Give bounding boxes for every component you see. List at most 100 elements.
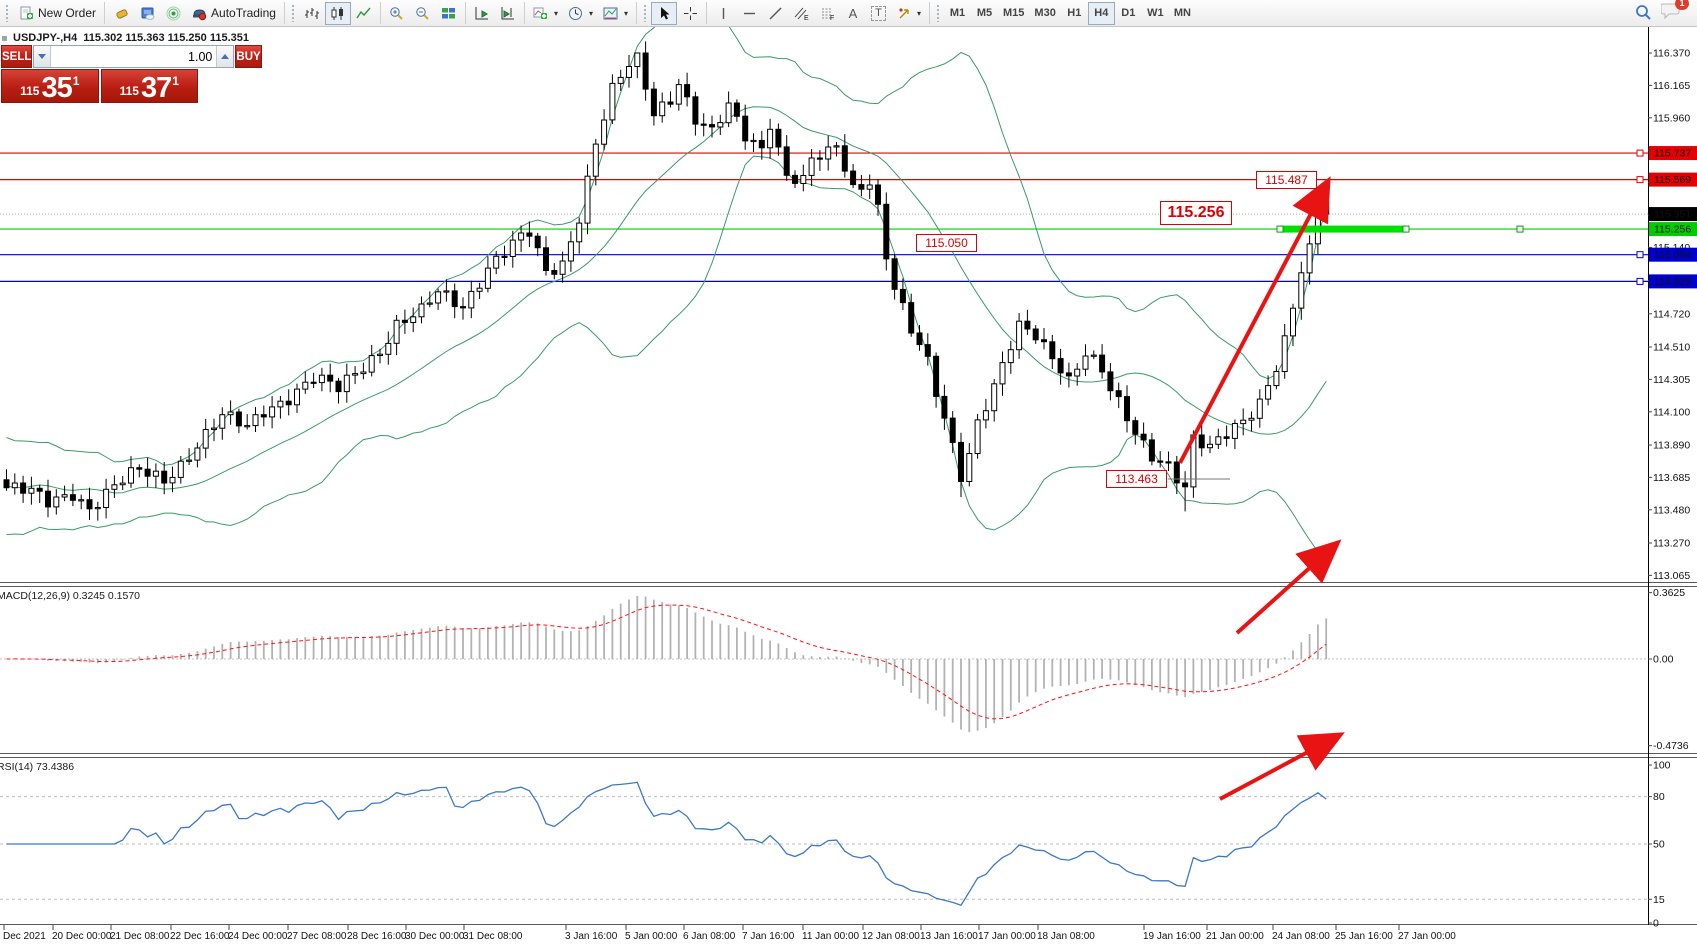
rsi-axis-label: 100	[1653, 760, 1671, 772]
crosshair-button[interactable]	[677, 2, 703, 25]
chart-icon	[2, 35, 7, 41]
svg-text:113.270: 113.270	[1653, 537, 1690, 549]
notifications-button[interactable]: 1	[1660, 0, 1689, 25]
svg-text:F: F	[830, 15, 834, 21]
support-zone-highlight[interactable]	[1280, 225, 1406, 233]
svg-text:114.510: 114.510	[1653, 341, 1690, 353]
eraser-button[interactable]	[108, 2, 134, 25]
rsi-label: RSI(14) 73.4386	[0, 761, 75, 773]
sell-button[interactable]: SELL	[1, 45, 33, 68]
buy-button[interactable]: BUY	[235, 45, 262, 68]
svg-text:28 Dec 16:00: 28 Dec 16:00	[347, 931, 407, 942]
chart-canvas[interactable]: 116.370116.165115.960115.755115.550115.3…	[0, 27, 1697, 946]
toolbar-drag-handle[interactable]	[5, 4, 10, 22]
vertical-line-button[interactable]	[710, 2, 736, 25]
tf-button-d1[interactable]: D1	[1115, 2, 1142, 25]
periods-menu-button[interactable]: ▾	[563, 2, 598, 25]
zoom-in-button[interactable]	[384, 2, 410, 25]
chart-shift-icon	[500, 5, 516, 21]
svg-text:E: E	[804, 15, 809, 21]
trendline-button[interactable]	[762, 2, 788, 25]
toolbar-drag-handle[interactable]	[643, 4, 648, 22]
chart-title-symbol: USDJPY-,H4	[13, 32, 78, 44]
price-annotation-115.256[interactable]: 115.256	[1160, 201, 1232, 225]
svg-text:113.065: 113.065	[1653, 570, 1690, 582]
signals-button[interactable]	[160, 2, 186, 25]
svg-text:5 Jan 00:00: 5 Jan 00:00	[625, 931, 678, 942]
vertical-line-icon	[715, 5, 731, 21]
svg-text:3 Jan 16:00: 3 Jan 16:00	[565, 931, 618, 942]
tf-button-h4[interactable]: H4	[1087, 1, 1115, 25]
tf-button-m30[interactable]: M30	[1029, 2, 1060, 25]
indicators-button[interactable]: ▾	[528, 2, 563, 25]
lot-size-input[interactable]	[51, 46, 217, 67]
buy-price-display[interactable]: 115 37 1	[100, 69, 198, 103]
fibonacci-button[interactable]: F	[814, 2, 840, 25]
axis-label-115.094: 115.094	[1649, 247, 1697, 262]
text-label-icon: T	[871, 5, 886, 21]
trend-arrow-3[interactable]	[1219, 732, 1345, 801]
horizontal-line-icon	[741, 5, 757, 21]
arrows-button[interactable]: ▾	[891, 2, 926, 25]
tf-button-m15[interactable]: M15	[998, 2, 1029, 25]
auto-trading-icon	[191, 5, 207, 21]
search-icon[interactable]	[1635, 5, 1651, 21]
templates-button[interactable]: ▾	[598, 2, 633, 25]
toolbar-right: 1	[1635, 0, 1695, 25]
lot-decrease-button[interactable]	[34, 46, 52, 67]
timeframe-group: M1 M5 M15 M30 H1 H4 D1 W1 MN	[944, 1, 1196, 25]
svg-text:30 Dec 00:00: 30 Dec 00:00	[405, 931, 465, 942]
main-toolbar: New Order AutoTrading	[0, 0, 1697, 27]
sell-price-display[interactable]: 115 35 1	[1, 69, 99, 103]
toolbar-drag-handle[interactable]	[936, 4, 942, 22]
data-window-button[interactable]	[134, 2, 160, 25]
svg-text:116.165: 116.165	[1653, 80, 1690, 92]
price-axis[interactable]: 116.370116.165115.960115.755115.550115.3…	[1648, 48, 1690, 582]
line-endpoint-marker	[1516, 225, 1524, 233]
up-arrow-icon	[221, 54, 230, 59]
svg-text:7 Jan 16:00: 7 Jan 16:00	[742, 931, 795, 942]
price-annotation-115.487[interactable]: 115.487	[1256, 171, 1317, 189]
line-chart-button[interactable]	[351, 2, 377, 25]
new-order-button[interactable]: New Order	[13, 2, 101, 25]
text-button[interactable]: A	[840, 2, 866, 25]
zoom-out-button[interactable]	[410, 2, 436, 25]
tf-button-m5[interactable]: M5	[971, 2, 998, 25]
cursor-button[interactable]	[651, 1, 677, 25]
svg-text:114.305: 114.305	[1653, 374, 1690, 386]
tf-button-m1[interactable]: M1	[944, 2, 971, 25]
svg-text:17 Jan 00:00: 17 Jan 00:00	[978, 931, 1036, 942]
candles-chart-button[interactable]	[324, 1, 351, 25]
bars-chart-button[interactable]	[299, 2, 325, 25]
price-annotation-113.463[interactable]: 113.463	[1106, 470, 1167, 488]
axis-label-114.925: 114.925	[1649, 274, 1697, 289]
arrows-icon	[896, 5, 912, 21]
toolbar-drag-handle[interactable]	[290, 4, 296, 22]
toolbar-separator	[464, 2, 466, 24]
down-arrow-icon	[38, 54, 47, 59]
auto-scroll-button[interactable]	[469, 2, 495, 25]
text-label-button[interactable]: T	[866, 2, 891, 25]
svg-text:115.351: 115.351	[1654, 209, 1691, 221]
price-annotation-115.050[interactable]: 115.050	[916, 234, 977, 252]
chart-shift-button[interactable]	[495, 2, 521, 25]
auto-scroll-icon	[474, 5, 490, 21]
trend-arrow-2[interactable]	[1235, 539, 1342, 635]
horizontal-line-button[interactable]	[736, 2, 762, 25]
svg-text:21 Jan 00:00: 21 Jan 00:00	[1206, 931, 1264, 942]
fibonacci-icon: F	[819, 5, 835, 21]
tf-button-h1[interactable]: H1	[1061, 2, 1088, 25]
lot-increase-button[interactable]	[216, 46, 234, 67]
equidistant-channel-button[interactable]: E	[788, 2, 814, 25]
zoom-out-icon	[415, 5, 431, 21]
rsi-axis-label: 80	[1653, 791, 1665, 803]
tf-button-w1[interactable]: W1	[1142, 2, 1169, 25]
trend-arrow-1[interactable]	[1178, 176, 1331, 464]
macd-axis-label: 0.00	[1653, 654, 1674, 666]
tile-windows-button[interactable]	[436, 2, 462, 25]
svg-text:12 Jan 08:00: 12 Jan 08:00	[862, 931, 920, 942]
data-window-icon	[139, 5, 155, 21]
auto-trading-button[interactable]: AutoTrading	[186, 2, 281, 25]
tf-button-mn[interactable]: MN	[1169, 2, 1196, 25]
